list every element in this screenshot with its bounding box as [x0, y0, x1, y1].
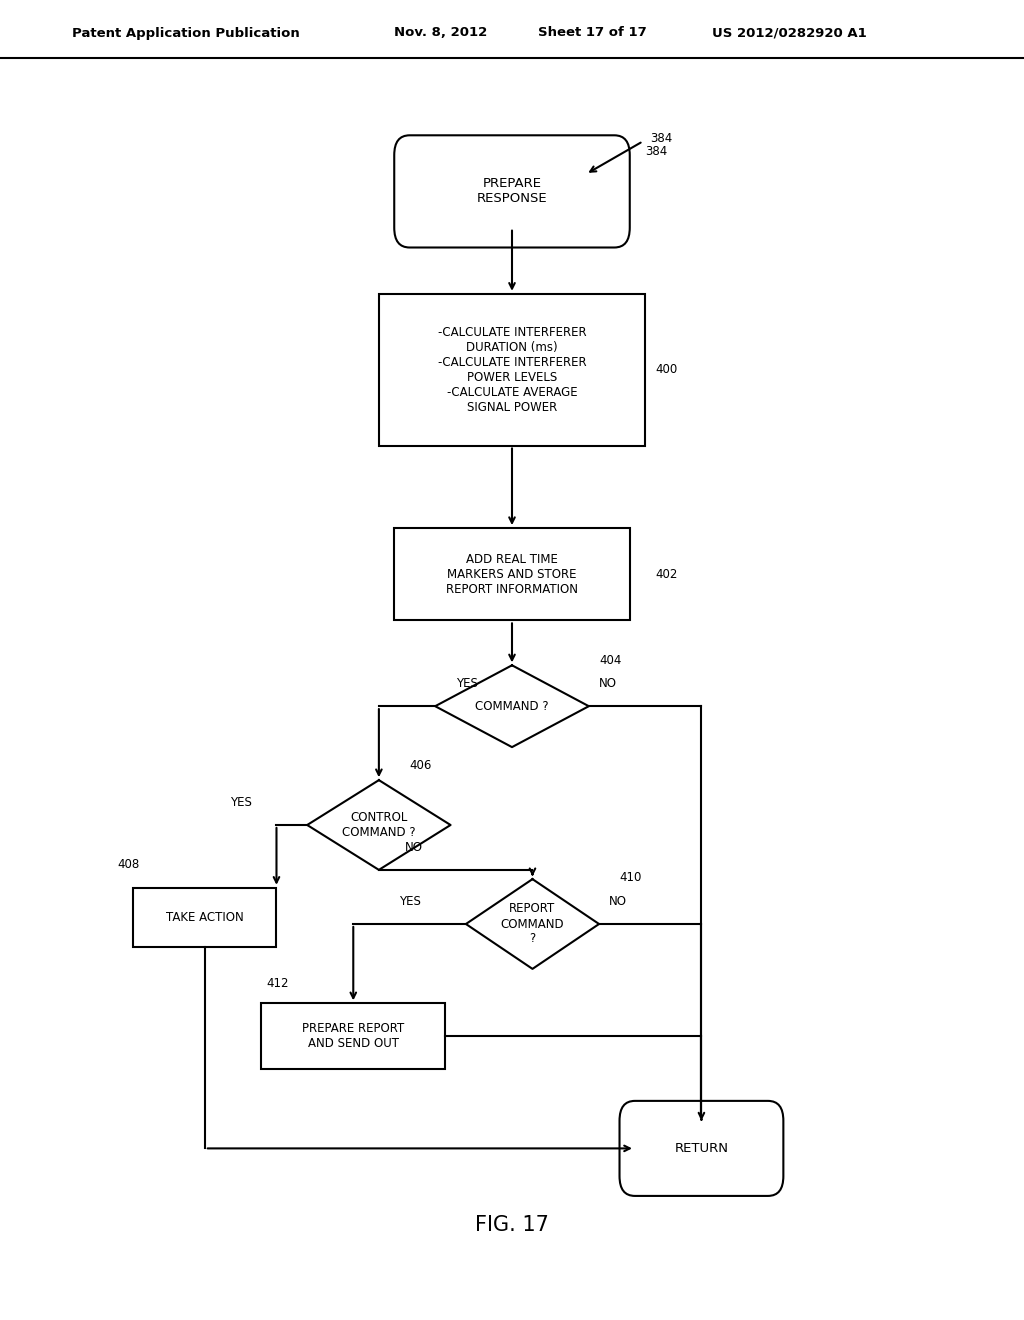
Bar	[261, 1003, 445, 1069]
Text: FIG. 17: FIG. 17	[475, 1214, 549, 1236]
Text: TAKE ACTION: TAKE ACTION	[166, 911, 244, 924]
Polygon shape	[466, 879, 599, 969]
FancyBboxPatch shape	[394, 135, 630, 248]
Text: -CALCULATE INTERFERER
DURATION (ms)
-CALCULATE INTERFERER
POWER LEVELS
-CALCULAT: -CALCULATE INTERFERER DURATION (ms) -CAL…	[437, 326, 587, 413]
Text: 400: 400	[655, 363, 678, 376]
Text: 408: 408	[118, 858, 140, 871]
Text: RETURN: RETURN	[675, 1142, 728, 1155]
Text: 410: 410	[620, 871, 642, 884]
Text: NO: NO	[404, 841, 423, 854]
Text: 406: 406	[410, 759, 432, 772]
Text: REPORT
COMMAND
?: REPORT COMMAND ?	[501, 903, 564, 945]
Polygon shape	[307, 780, 451, 870]
Text: NO: NO	[599, 677, 617, 690]
Text: 404: 404	[599, 653, 622, 667]
Text: 412: 412	[266, 977, 289, 990]
Bar	[133, 888, 276, 948]
Text: Patent Application Publication: Patent Application Publication	[72, 26, 299, 40]
FancyBboxPatch shape	[620, 1101, 783, 1196]
Text: 402: 402	[655, 568, 678, 581]
Text: ADD REAL TIME
MARKERS AND STORE
REPORT INFORMATION: ADD REAL TIME MARKERS AND STORE REPORT I…	[446, 553, 578, 595]
Text: PREPARE REPORT
AND SEND OUT: PREPARE REPORT AND SEND OUT	[302, 1022, 404, 1051]
Bar	[394, 528, 630, 620]
Text: COMMAND ?: COMMAND ?	[475, 700, 549, 713]
Text: 384: 384	[645, 145, 668, 158]
Text: PREPARE
RESPONSE: PREPARE RESPONSE	[477, 177, 547, 206]
Text: NO: NO	[609, 895, 628, 908]
Text: YES: YES	[399, 895, 421, 908]
Text: CONTROL
COMMAND ?: CONTROL COMMAND ?	[342, 810, 416, 840]
Bar	[379, 294, 645, 446]
Text: Sheet 17 of 17: Sheet 17 of 17	[538, 26, 646, 40]
Text: US 2012/0282920 A1: US 2012/0282920 A1	[712, 26, 866, 40]
Text: YES: YES	[456, 677, 477, 690]
Text: 384: 384	[650, 132, 673, 145]
Polygon shape	[435, 665, 589, 747]
Text: Nov. 8, 2012: Nov. 8, 2012	[394, 26, 487, 40]
Text: YES: YES	[230, 796, 252, 809]
